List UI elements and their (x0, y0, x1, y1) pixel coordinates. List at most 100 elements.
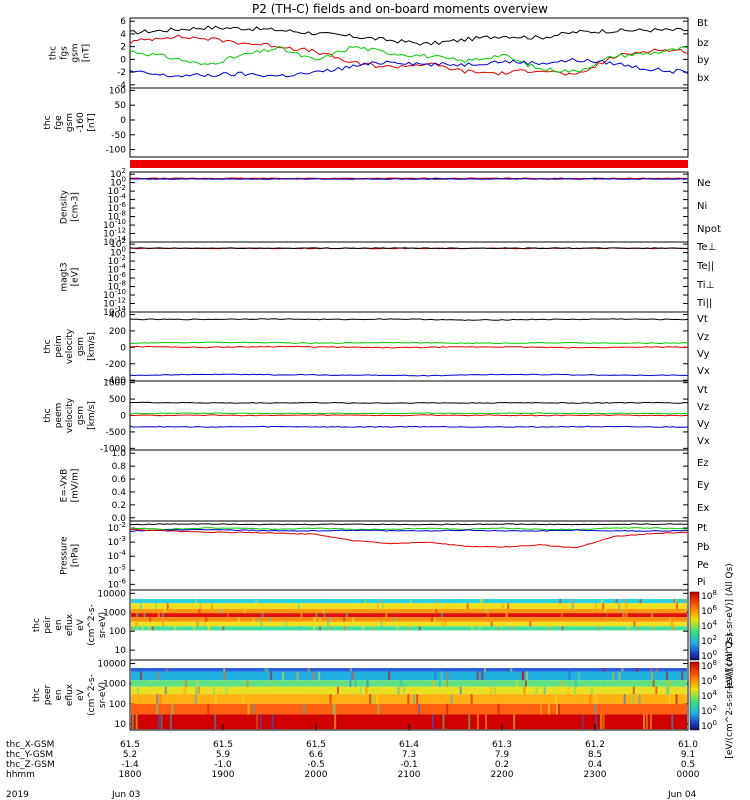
spectrogram-streak (266, 668, 269, 672)
spectrogram-streak (156, 703, 159, 715)
spectrogram-streak (242, 694, 245, 704)
x-tick-value: 5.2 (123, 750, 137, 760)
spectrogram-streak (501, 603, 504, 609)
spectrogram-streak (446, 703, 449, 715)
spectrogram-streak (477, 621, 480, 627)
x-tick-value: 61.5 (213, 740, 233, 750)
spectrogram-streak (139, 603, 142, 609)
spectrogram-streak (612, 671, 615, 681)
series-line (129, 177, 689, 180)
y-axis-label: (cm^2-s- (87, 604, 97, 646)
spectrogram-streak (418, 703, 421, 715)
spectrogram-streak (359, 686, 362, 695)
spectrogram-streak (135, 621, 138, 627)
spectrogram-streak (483, 603, 486, 609)
spectrogram-streak (199, 603, 202, 609)
y-axis-label: gsm (65, 113, 75, 132)
spectrogram-streak (259, 714, 262, 730)
spectrogram-streak (488, 617, 491, 622)
spectrogram-streak (457, 608, 460, 614)
y-tick-label: 400 (109, 310, 126, 320)
spectrogram-band (131, 621, 687, 627)
spectrogram-streak (279, 694, 282, 704)
y-axis-label: thc (49, 46, 59, 60)
spectrogram-streak (299, 599, 302, 604)
spectrogram-streak (418, 626, 421, 631)
spectrogram-streak (652, 680, 655, 687)
colorbar-tick-label: 102 (701, 704, 717, 717)
y-tick-label: 0.8 (112, 462, 127, 472)
spectrogram-streak (383, 714, 386, 730)
y-tick-label: 1000 (103, 680, 126, 690)
spectrogram-streak (413, 694, 416, 704)
legend-entry: Vt (697, 314, 708, 325)
spectrogram-streak (490, 621, 493, 627)
y-tick-label: 100 (109, 700, 126, 710)
x-tick-value: 61.0 (678, 740, 698, 750)
spectrogram-streak (632, 686, 635, 695)
x-tick-value: -0.5 (307, 760, 325, 770)
x-row-label: hhmm (6, 770, 35, 780)
y-axis-label: eV (76, 618, 86, 631)
colorbar-label: [eV/(cm^2-s-sr-eV)] (All Qs) (725, 633, 735, 758)
colorbar-tick-label: 106 (701, 604, 717, 617)
x-tick-value: 7.3 (402, 750, 416, 760)
y-axis-label: fge (54, 115, 64, 130)
spectrogram-streak (252, 617, 255, 622)
spectrogram-streak (598, 626, 601, 631)
spectrogram-streak (188, 626, 191, 631)
y-axis-label: thc (32, 618, 42, 632)
spectrogram-streak (207, 703, 210, 715)
y-tick-label: 10-3 (108, 535, 126, 548)
spectrogram-streak (136, 626, 139, 631)
y-tick-label: -4 (117, 81, 126, 91)
spectrogram-streak (650, 671, 653, 681)
spectrogram-streak (207, 626, 210, 631)
y-axis-label: magt3 (60, 262, 70, 291)
x-year-label: 2019 (6, 790, 29, 800)
x-tick-value: 2300 (584, 770, 607, 780)
spectrogram-streak (602, 668, 605, 672)
spectrogram-streak (352, 617, 355, 622)
x-tick-value: 61.5 (120, 740, 140, 750)
spectrogram-streak (636, 668, 639, 672)
colorbar-tick-label: 108 (701, 589, 717, 602)
spectrogram-streak (489, 599, 492, 604)
legend-entry: Pi (697, 577, 706, 588)
spectrogram-streak (465, 703, 468, 715)
spectrogram-streak (459, 599, 462, 604)
spectrogram-streak (364, 599, 367, 604)
spectrogram-streak (442, 714, 445, 730)
spectrogram-streak (156, 694, 159, 704)
spectrogram-streak (595, 626, 598, 631)
spectrogram-streak (568, 671, 571, 681)
series-line (129, 34, 689, 76)
spectrogram-streak (449, 603, 452, 609)
y-axis-label: [km/s] (87, 401, 97, 430)
x-tick-value: 7.9 (495, 750, 510, 760)
spectrogram-streak (433, 617, 436, 622)
spectrogram-streak (220, 671, 223, 681)
spectrogram-streak (150, 680, 153, 687)
legend-entry: Vx (697, 436, 710, 447)
colorbar-tick-label: 104 (701, 689, 717, 702)
spectrogram-streak (325, 617, 328, 622)
spectrogram-streak (483, 668, 486, 672)
spectrogram-streak (222, 626, 225, 631)
y-axis-label: [mV/m] (71, 469, 81, 503)
spectrogram-streak (157, 714, 160, 730)
y-axis-label: thc (43, 115, 53, 129)
spectrogram-band (131, 686, 687, 695)
spectrogram-streak (539, 703, 542, 715)
spectrogram-streak (381, 603, 384, 609)
spectrogram-streak (200, 608, 203, 614)
spectrogram-streak (268, 617, 271, 622)
spectrogram-streak (435, 599, 438, 604)
spectrogram-streak (198, 608, 201, 614)
spectrogram-streak (535, 686, 538, 695)
spectrogram-streak (631, 694, 634, 704)
x-tick-value: 61.2 (585, 740, 605, 750)
spectrogram-streak (214, 714, 217, 730)
